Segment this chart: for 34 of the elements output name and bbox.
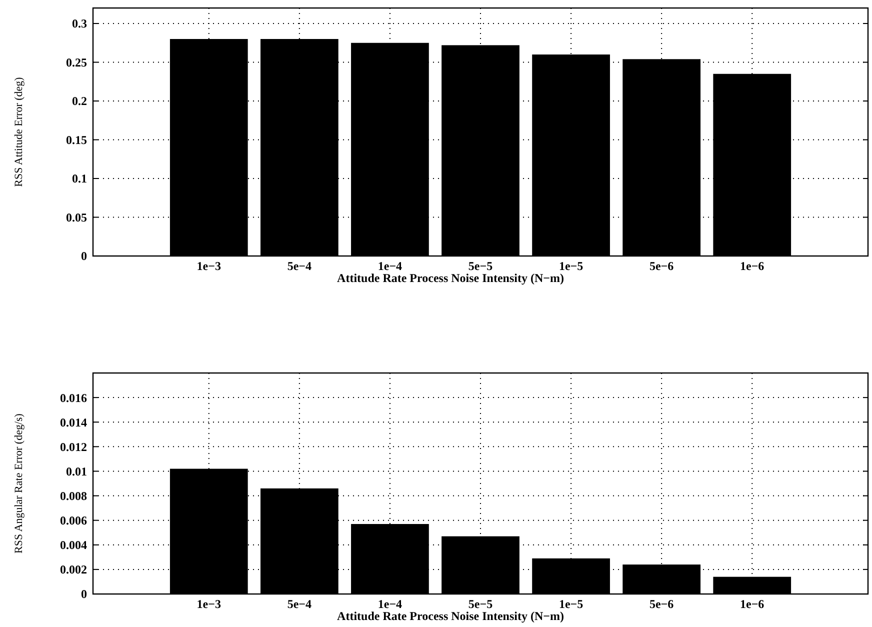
x-tick-label: 5e−4 [287,597,312,611]
x-tick-label: 5e−6 [649,597,674,611]
x-tick-label: 1e−3 [196,597,221,611]
x-tick-label: 1e−5 [558,597,584,611]
x-tick-label: 5e−4 [287,259,312,273]
y-axis-title: RSS Attitude Error (deg) [13,76,25,187]
x-tick-label: 1e−4 [378,597,402,611]
x-tick-label: 5e−6 [649,259,674,273]
y-tick-label: 0.004 [60,538,87,552]
y-tick-label: 0.014 [60,415,87,430]
y-tick-label: 0.01 [66,464,87,478]
x-tick-label: 1e−6 [740,597,764,611]
x-axis-title: Attitude Rate Process Noise Intensity (N−m) [337,609,564,623]
y-tick-label: 0.012 [60,440,87,454]
x-tick-label: 1e−6 [740,259,764,273]
y-tick-label: 0.016 [60,390,87,405]
y-tick-label: 0.25 [66,55,87,70]
x-tick-label: 1e−3 [196,259,221,273]
y-tick-label: 0.002 [60,562,87,577]
y-tick-label: 0.3 [72,16,87,31]
y-tick-label: 0 [81,587,87,602]
x-tick-label: 5e−5 [468,597,493,611]
x-tick-label: 1e−5 [558,259,584,273]
x-axis-title: Attitude Rate Process Noise Intensity (N−m) [337,271,564,285]
y-tick-label: 0.2 [72,94,87,108]
y-tick-label: 0.1 [72,172,87,186]
x-tick-label: 1e−4 [378,259,402,273]
y-tick-label: 0.05 [66,210,87,224]
y-tick-label: 0.15 [66,132,87,147]
y-tick-label: 0 [81,249,87,264]
x-tick-label: 5e−5 [468,259,493,273]
y-axis-title: RSS Angular Rate Error (deg/s) [13,413,25,554]
y-tick-label: 0.008 [60,488,87,503]
y-tick-label: 0.006 [60,514,87,528]
